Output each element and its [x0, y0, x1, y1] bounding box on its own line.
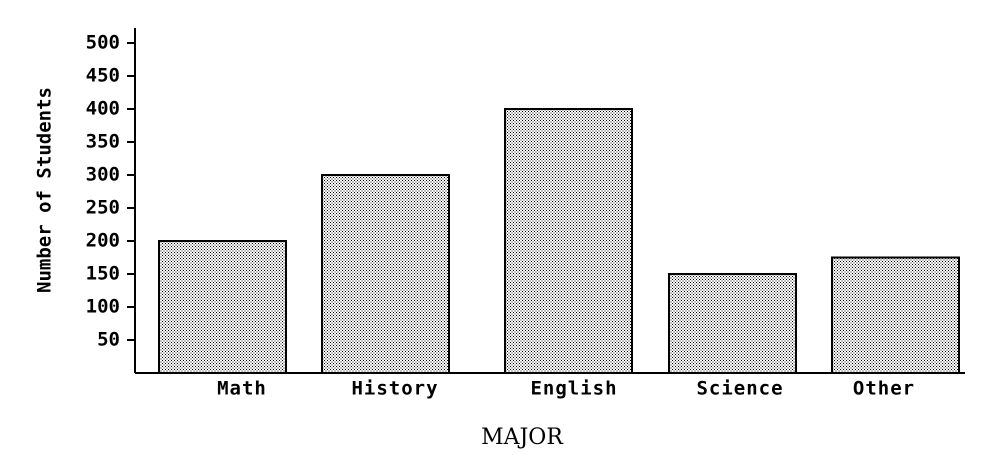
bar-math	[158, 240, 287, 374]
y-tick-label: 150	[86, 263, 120, 285]
y-tick-label: 500	[86, 32, 120, 54]
bar-science	[668, 273, 797, 374]
bar-english	[504, 108, 633, 374]
bars-group	[158, 108, 960, 374]
x-tick-label-other: Other	[853, 378, 915, 400]
bar-other	[831, 256, 960, 374]
x-tick-label-english: English	[530, 378, 617, 400]
y-tick-label: 300	[86, 164, 120, 186]
y-tick-label: 100	[86, 296, 120, 318]
y-tick-label: 350	[86, 131, 120, 153]
x-axis-label: MAJOR	[481, 425, 564, 450]
y-tick-label: 400	[86, 98, 120, 120]
x-tick-labels-group: Math History English Science Other	[217, 378, 915, 400]
y-tick-label: 250	[86, 197, 120, 219]
y-axis-label: Number of Students	[34, 87, 56, 293]
x-tick-label-history: History	[351, 378, 438, 400]
y-ticks-group: 50 100 150 200 250 300 350 400 450 500	[86, 32, 135, 351]
y-tick-label: 200	[86, 230, 120, 252]
bar-history	[321, 174, 450, 374]
x-tick-label-math: Math	[217, 378, 267, 400]
y-tick-label: 450	[86, 65, 120, 87]
y-tick-label: 50	[97, 329, 120, 351]
x-tick-label-science: Science	[696, 378, 783, 400]
